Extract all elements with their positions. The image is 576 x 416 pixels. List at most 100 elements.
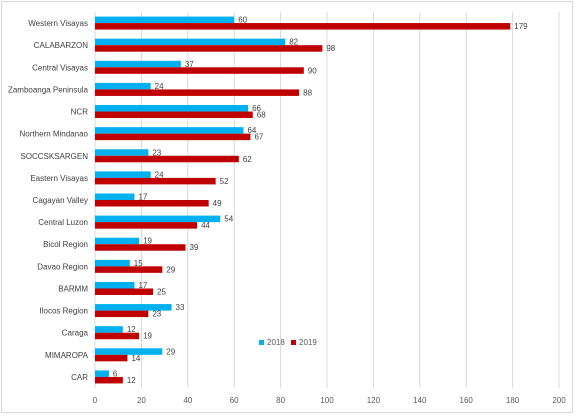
data-label-2019: 14 bbox=[131, 354, 140, 363]
legend-swatch-2019 bbox=[291, 340, 296, 345]
bar-2019 bbox=[95, 244, 186, 251]
category-label: Caraga bbox=[62, 329, 89, 338]
bar-2019 bbox=[95, 133, 251, 141]
bar-2019 bbox=[95, 354, 128, 362]
x-tick-label: 20 bbox=[137, 396, 146, 405]
category-label: Bicol Region bbox=[43, 240, 88, 249]
category-label: Eastern Visayas bbox=[30, 174, 88, 183]
category-label: Central Luzon bbox=[38, 218, 88, 227]
data-label-2019: 52 bbox=[220, 177, 229, 186]
category-label: NCR bbox=[71, 108, 89, 117]
data-label-2018: 23 bbox=[152, 148, 161, 157]
bar-2019 bbox=[95, 155, 239, 163]
bar-2018 bbox=[95, 237, 140, 245]
category-label: Western Visayas bbox=[28, 19, 88, 28]
data-label-2019: 29 bbox=[166, 265, 175, 274]
data-label-2019: 12 bbox=[127, 376, 136, 385]
data-label-2019: 68 bbox=[257, 111, 266, 120]
category-labels: Western Visayas CALABARZON Central Visayas… bbox=[8, 19, 89, 382]
category-label: CAR bbox=[71, 373, 88, 382]
bar-2018 bbox=[95, 105, 249, 112]
data-label-2018: 66 bbox=[252, 104, 261, 113]
data-label-2018: 37 bbox=[185, 60, 194, 69]
x-tick-label: 40 bbox=[183, 396, 192, 405]
x-tick-label: 60 bbox=[230, 396, 239, 405]
x-tick-label: 80 bbox=[276, 396, 285, 405]
data-label-2018: 17 bbox=[138, 281, 147, 290]
data-label-2019: 19 bbox=[143, 332, 152, 341]
bar-2019 bbox=[95, 23, 511, 30]
data-label-2018: 33 bbox=[176, 303, 185, 312]
data-label-2019: 67 bbox=[254, 133, 263, 142]
bar-2019 bbox=[95, 67, 304, 74]
x-tick-label: 200 bbox=[552, 396, 566, 405]
data-label-2018: 17 bbox=[138, 193, 147, 202]
x-tick-label: 120 bbox=[367, 396, 381, 405]
data-label-2019: 62 bbox=[243, 155, 252, 164]
category-label: BARMM bbox=[58, 284, 88, 293]
bar-2018 bbox=[95, 215, 221, 223]
data-label-2018: 24 bbox=[155, 170, 164, 179]
bar-2019 bbox=[95, 89, 300, 96]
bar-2018 bbox=[95, 370, 109, 377]
category-label: CALABARZON bbox=[34, 41, 88, 50]
bar-2018 bbox=[95, 281, 135, 289]
data-label-2018: 12 bbox=[127, 325, 136, 334]
data-label-2019: 98 bbox=[326, 44, 335, 53]
bar-2018 bbox=[95, 38, 286, 46]
bar-2018 bbox=[95, 326, 123, 333]
data-label-2018: 6 bbox=[113, 369, 118, 378]
data-label-2018: 82 bbox=[289, 38, 298, 47]
data-label-2018: 15 bbox=[134, 259, 143, 268]
x-tick-label: 160 bbox=[460, 396, 474, 405]
bar-2018 bbox=[95, 193, 135, 200]
category-label: Davao Region bbox=[37, 262, 88, 271]
category-label: Ilocos Region bbox=[40, 307, 88, 316]
x-tick-label: 100 bbox=[320, 396, 334, 405]
bar-2018 bbox=[95, 171, 151, 178]
data-label-2019: 90 bbox=[308, 66, 317, 75]
category-label: Zamboanga Peninsula bbox=[8, 85, 89, 94]
bar-2019 bbox=[95, 177, 216, 185]
data-label-2019: 39 bbox=[189, 243, 198, 252]
data-label-2019: 23 bbox=[152, 310, 161, 319]
data-label-2018: 24 bbox=[155, 82, 164, 91]
category-label: SOCCSKSARGEN bbox=[20, 152, 88, 161]
bar-2018 bbox=[95, 16, 235, 24]
x-tick-label: 140 bbox=[413, 396, 427, 405]
data-label-2018: 60 bbox=[238, 16, 247, 25]
bar-2018 bbox=[95, 304, 172, 311]
category-label: Northern Mindanao bbox=[20, 130, 89, 139]
data-label-2019: 49 bbox=[213, 199, 222, 208]
bar-2019 bbox=[95, 45, 323, 52]
data-label-2018: 64 bbox=[247, 126, 256, 135]
x-tick-labels: 0 20 40 60 80 100 120 140 160 180 200 bbox=[93, 396, 566, 405]
legend-label: 2019 bbox=[299, 338, 317, 347]
data-label-2018: 29 bbox=[166, 347, 175, 356]
data-label-2018: 19 bbox=[143, 237, 152, 246]
bar-2018 bbox=[95, 127, 244, 134]
category-label: Cagayan Valley bbox=[33, 196, 88, 205]
bar-2019 bbox=[95, 310, 149, 318]
bar-2019 bbox=[95, 266, 163, 273]
bar-2019 bbox=[95, 376, 123, 384]
x-tick-label: 180 bbox=[506, 396, 520, 405]
legend-label: 2018 bbox=[267, 338, 285, 347]
category-label: MIMAROPA bbox=[45, 351, 89, 360]
gridlines bbox=[94, 12, 560, 388]
bar-2018 bbox=[95, 259, 130, 267]
data-label-2018: 54 bbox=[224, 215, 233, 224]
data-label-2019: 179 bbox=[514, 22, 528, 31]
x-tick-label: 0 bbox=[93, 396, 98, 405]
data-label-2019: 44 bbox=[201, 221, 210, 230]
bar-2018 bbox=[95, 82, 151, 90]
category-label: Central Visayas bbox=[32, 63, 88, 72]
data-label-2019: 25 bbox=[157, 287, 166, 296]
bar-2019 bbox=[95, 111, 253, 119]
bar-2018 bbox=[95, 149, 149, 156]
bar-2019 bbox=[95, 200, 209, 207]
bar-2019 bbox=[95, 332, 140, 340]
bar-2018 bbox=[95, 60, 181, 68]
